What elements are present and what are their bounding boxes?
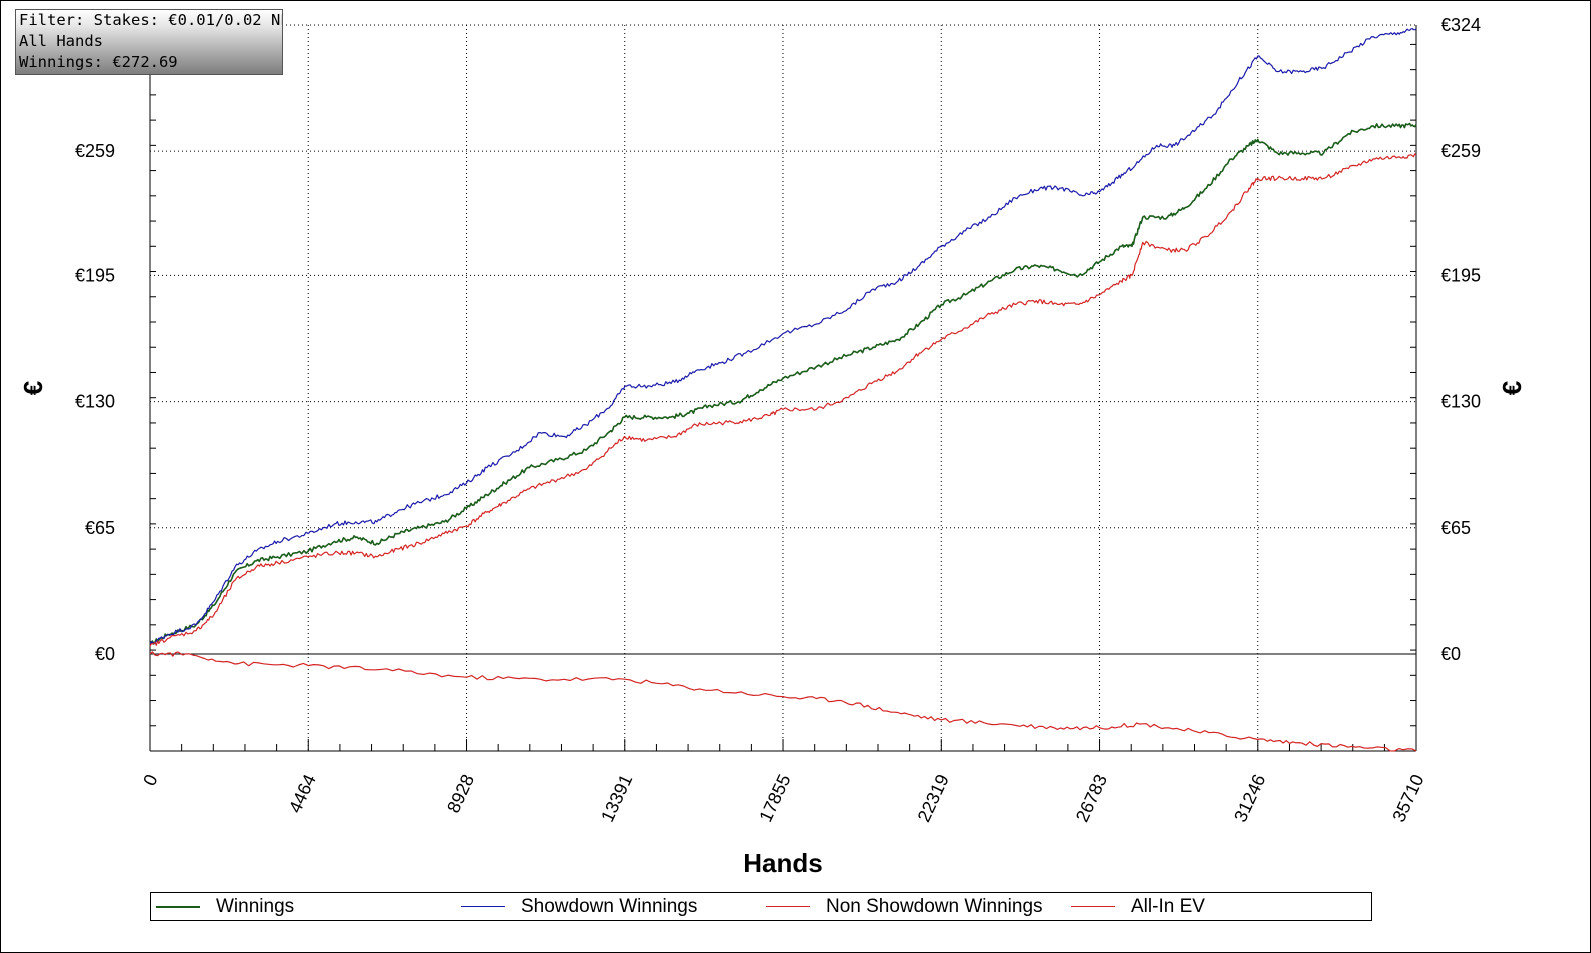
- legend-item: All-In EV: [1071, 893, 1205, 920]
- y-tick-label-left: €130: [75, 392, 115, 412]
- y-tick-label-right: €259: [1441, 141, 1481, 161]
- y-axis-label-left: €: [18, 381, 48, 395]
- y-tick-label-left: €0: [95, 644, 115, 664]
- y-tick-label-right: €324: [1441, 15, 1481, 35]
- legend-swatch: [156, 905, 200, 908]
- y-tick-label-left: €65: [85, 518, 115, 538]
- y-tick-label-right: €65: [1441, 518, 1471, 538]
- x-tick-label: 22319: [914, 771, 953, 825]
- filter-winnings-text: Winnings: €272.69: [19, 53, 178, 71]
- x-tick-label: 4464: [285, 771, 320, 816]
- y-axis-label-right: €: [1497, 381, 1527, 395]
- x-tick-label: 0: [139, 771, 161, 789]
- legend-label: All-In EV: [1131, 895, 1205, 917]
- x-tick-label: 26783: [1072, 771, 1111, 825]
- x-tick-label: 31246: [1230, 771, 1269, 825]
- y-tick-label-right: €195: [1441, 265, 1481, 285]
- x-tick-label: 8928: [443, 771, 478, 816]
- series-line-non-showdown-winnings: [149, 153, 1417, 647]
- series-line-showdown-winnings: [149, 27, 1417, 645]
- x-axis-label: Hands: [743, 848, 822, 878]
- x-tick-label: 35710: [1388, 771, 1427, 825]
- series-line-all-in-ev: [149, 651, 1417, 752]
- y-tick-label-right: €130: [1441, 392, 1481, 412]
- filter-stakes-text: Filter: Stakes: €0.01/0.02 NL: [19, 11, 283, 29]
- legend-item: Showdown Winnings: [461, 893, 697, 920]
- legend-swatch: [1071, 906, 1115, 907]
- chart-legend: Winnings Showdown Winnings Non Showdown Wi…: [150, 892, 1372, 921]
- series-line-winnings: [149, 122, 1417, 645]
- legend-label: Non Showdown Winnings: [826, 895, 1043, 917]
- y-tick-label-left: €259: [75, 141, 115, 161]
- legend-item: Non Showdown Winnings: [766, 893, 1043, 920]
- x-tick-label: 13391: [597, 771, 636, 825]
- y-tick-label-right: €0: [1441, 644, 1461, 664]
- x-tick-label: 17855: [755, 771, 794, 825]
- legend-swatch: [461, 906, 505, 907]
- legend-item: Winnings: [156, 893, 294, 920]
- legend-label: Showdown Winnings: [521, 895, 698, 917]
- legend-swatch: [766, 906, 810, 907]
- y-tick-label-left: €195: [75, 265, 115, 285]
- legend-label: Winnings: [216, 895, 295, 917]
- filter-hands-text: All Hands: [19, 32, 103, 50]
- filter-info-box: Filter: Stakes: €0.01/0.02 NL All Hands …: [15, 9, 283, 75]
